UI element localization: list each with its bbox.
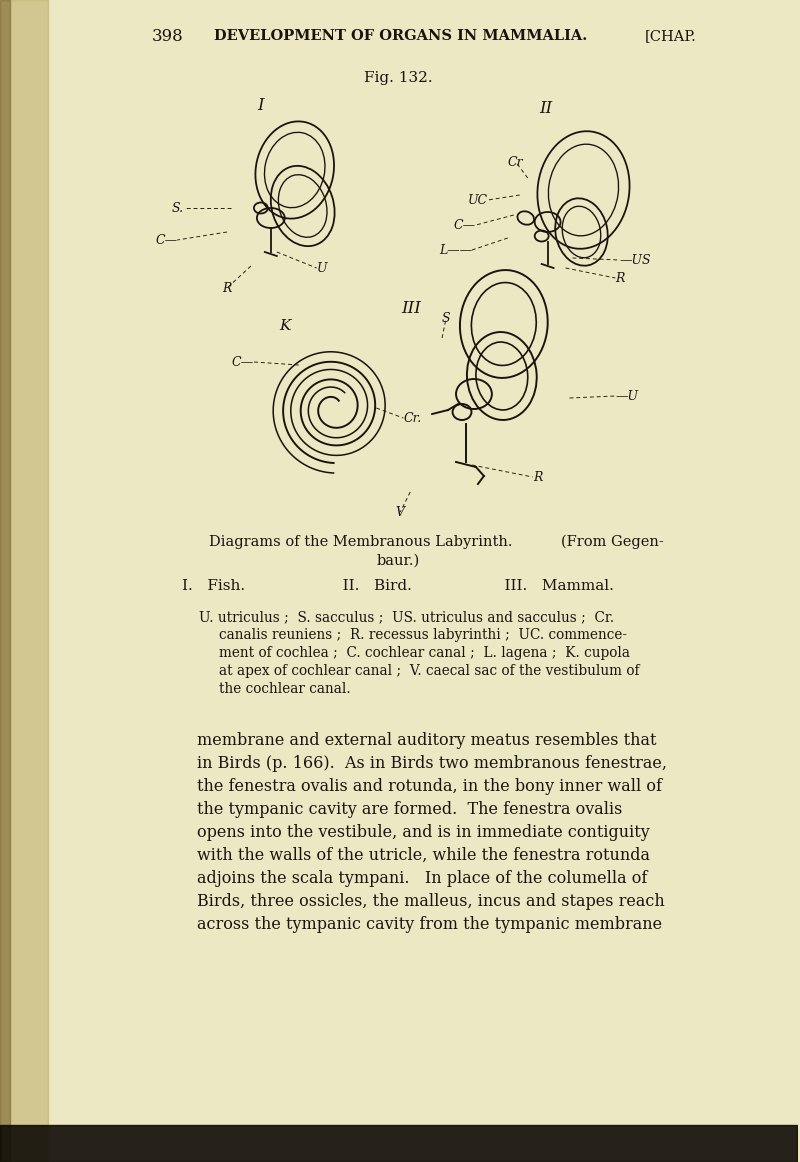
Text: —US: —US — [619, 253, 651, 266]
Text: Birds, three ossicles, the malleus, incus and stapes reach: Birds, three ossicles, the malleus, incu… — [197, 894, 665, 910]
Text: U. utriculus ;  S. sacculus ;  US. utriculus and sacculus ;  Cr.: U. utriculus ; S. sacculus ; US. utricul… — [199, 610, 614, 624]
Text: the tympanic cavity are formed.  The fenestra ovalis: the tympanic cavity are formed. The fene… — [197, 801, 622, 818]
Text: Fig. 132.: Fig. 132. — [364, 71, 433, 85]
Text: baur.): baur.) — [377, 554, 420, 568]
Text: C—: C— — [232, 356, 254, 368]
Text: Diagrams of the Membranous Labyrinth.: Diagrams of the Membranous Labyrinth. — [209, 535, 513, 548]
Text: I.   Fish.                    II.   Bird.                   III.   Mammal.: I. Fish. II. Bird. III. Mammal. — [182, 579, 614, 593]
Text: —U: —U — [615, 389, 638, 402]
Text: in Birds (p. 166).  As in Birds two membranous fenestrae,: in Birds (p. 166). As in Birds two membr… — [197, 755, 667, 772]
Text: R: R — [533, 471, 542, 483]
Text: V: V — [396, 505, 405, 518]
Text: C—: C— — [454, 218, 476, 231]
Text: DEVELOPMENT OF ORGANS IN MAMMALIA.: DEVELOPMENT OF ORGANS IN MAMMALIA. — [214, 29, 587, 43]
Text: the fenestra ovalis and rotunda, in the bony inner wall of: the fenestra ovalis and rotunda, in the … — [197, 779, 662, 795]
Text: UC: UC — [468, 194, 488, 207]
Text: adjoins the scala tympani.   In place of the columella of: adjoins the scala tympani. In place of t… — [197, 870, 647, 887]
Text: with the walls of the utricle, while the fenestra rotunda: with the walls of the utricle, while the… — [197, 847, 650, 865]
Text: opens into the vestibule, and is in immediate contiguity: opens into the vestibule, and is in imme… — [197, 824, 650, 841]
Text: III: III — [402, 300, 421, 316]
Text: S.: S. — [172, 201, 184, 215]
Text: C—: C— — [155, 234, 178, 246]
Text: across the tympanic cavity from the tympanic membrane: across the tympanic cavity from the tymp… — [197, 916, 662, 933]
Text: R: R — [222, 281, 232, 294]
Text: ment of cochlea ;  C. cochlear canal ;  L. lagena ;  K. cupola: ment of cochlea ; C. cochlear canal ; L.… — [219, 646, 630, 660]
Text: K: K — [279, 320, 290, 333]
Text: L——: L—— — [438, 244, 472, 257]
Text: I: I — [258, 96, 264, 114]
Text: S: S — [442, 311, 450, 324]
Text: membrane and external auditory meatus resembles that: membrane and external auditory meatus re… — [197, 732, 657, 749]
Text: R: R — [615, 272, 625, 285]
Text: Cr.: Cr. — [403, 411, 422, 424]
Text: 398: 398 — [151, 28, 183, 44]
Text: (From Gegen-: (From Gegen- — [561, 535, 663, 550]
Text: U: U — [317, 261, 327, 274]
Text: II: II — [539, 100, 552, 116]
Text: canalis reuniens ;  R. recessus labyrinthi ;  UC. commence-: canalis reuniens ; R. recessus labyrinth… — [219, 627, 627, 641]
Text: Cr: Cr — [508, 156, 523, 168]
Text: the cochlear canal.: the cochlear canal. — [219, 682, 350, 696]
Text: at apex of cochlear canal ;  V. caecal sac of the vestibulum of: at apex of cochlear canal ; V. caecal sa… — [219, 664, 639, 677]
Text: [CHAP.: [CHAP. — [646, 29, 697, 43]
